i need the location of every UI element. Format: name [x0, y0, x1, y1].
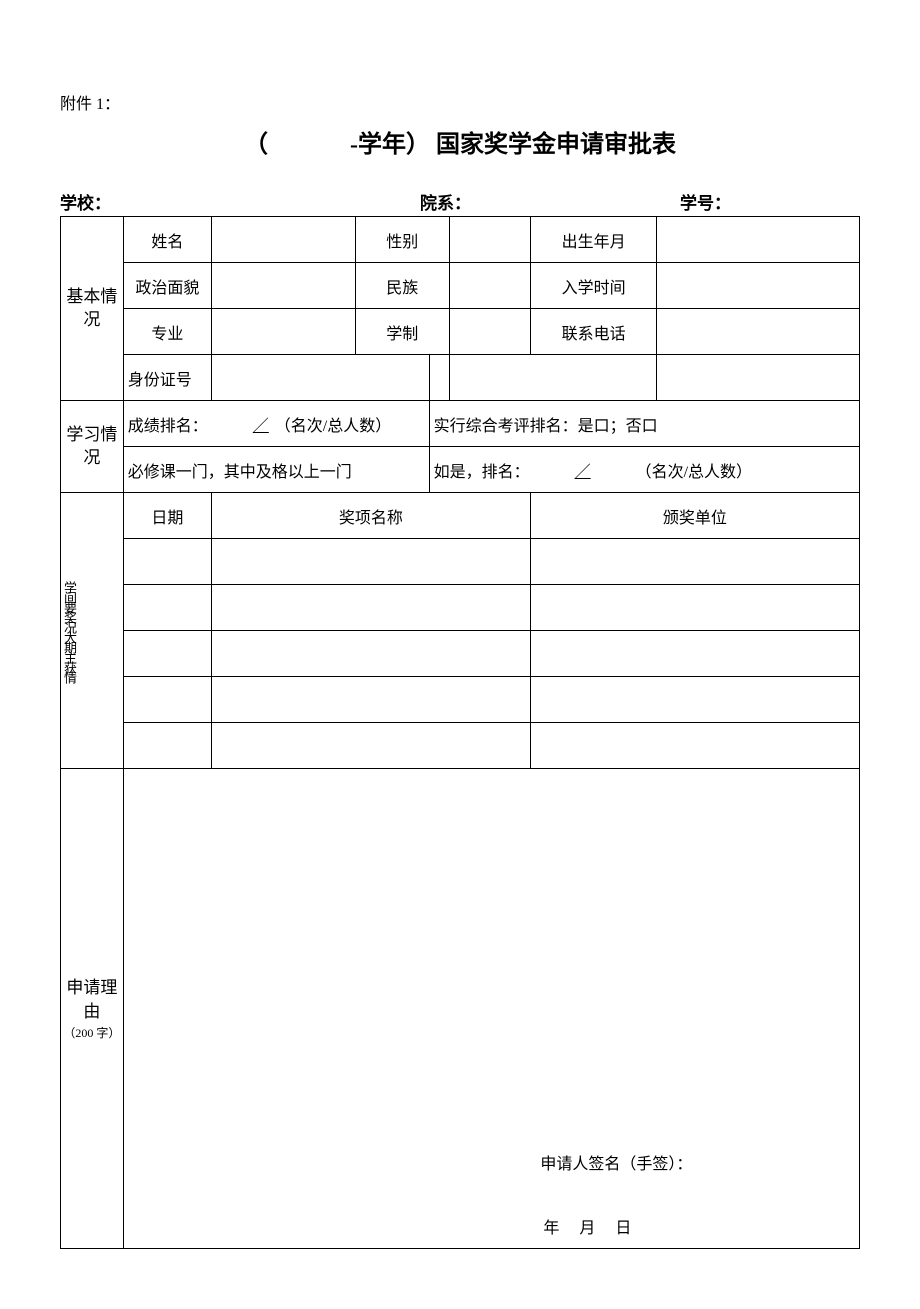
award-date-2[interactable] — [123, 585, 211, 631]
ifyes-note: （名次/总人数） — [636, 464, 752, 481]
duration-label: 学制 — [355, 309, 449, 355]
eval-cell[interactable]: 实行综合考评排名：是口；否口 — [429, 401, 859, 447]
birth-value[interactable] — [657, 217, 860, 263]
title-main: 国家奖学金申请审批表 — [436, 132, 676, 158]
signature-area: 申请人签名（手签）： 年 月 日 — [124, 1150, 859, 1238]
rank-slash: ／ — [251, 412, 271, 436]
title-prefix: （ — [244, 132, 268, 158]
page-title: （ -学年） 国家奖学金申请审批表 — [60, 124, 860, 159]
required-label: 必修课一门，其中及格以上一门 — [128, 464, 352, 481]
phone-label: 联系电话 — [530, 309, 657, 355]
award-date-3[interactable] — [123, 631, 211, 677]
idcard-value-sep[interactable] — [429, 355, 449, 401]
reason-label: 申请理由 — [61, 976, 123, 1024]
reason-section: 申请理由 （200 字） — [61, 769, 124, 1249]
major-value[interactable] — [211, 309, 355, 355]
award-date-4[interactable] — [123, 677, 211, 723]
award-org-5[interactable] — [530, 723, 859, 769]
study-section: 学习情况 — [61, 401, 124, 493]
header-id: 学号： — [680, 189, 860, 214]
signature-label: 申请人签名（手签）： — [374, 1150, 859, 1174]
award-name-3[interactable] — [211, 631, 530, 677]
date-label: 年 月 日 — [324, 1214, 859, 1238]
ifyes-cell[interactable]: 如是，排名： ／ （名次/总人数） — [429, 447, 859, 493]
name-label: 姓名 — [123, 217, 211, 263]
gender-label: 性别 — [355, 217, 449, 263]
duration-value[interactable] — [449, 309, 530, 355]
political-value[interactable] — [211, 263, 355, 309]
idcard-value-1[interactable] — [211, 355, 429, 401]
award-org-4[interactable] — [530, 677, 859, 723]
gender-value[interactable] — [449, 217, 530, 263]
reason-sublabel: （200 字） — [61, 1024, 123, 1041]
rank-note: （名次/总人数） — [275, 418, 391, 435]
ethnicity-label: 民族 — [355, 263, 449, 309]
rank-label: 成绩排名： — [128, 418, 208, 435]
award-date-5[interactable] — [123, 723, 211, 769]
eval-label: 实行综合考评排名：是口；否口 — [434, 418, 658, 435]
award-date-1[interactable] — [123, 539, 211, 585]
enrollment-value[interactable] — [657, 263, 860, 309]
attachment-label: 附件 1： — [60, 90, 860, 114]
award-org-1[interactable] — [530, 539, 859, 585]
header-row: 学校： 院系： 学号： — [60, 189, 860, 214]
award-org-header: 颁奖单位 — [530, 493, 859, 539]
award-org-3[interactable] — [530, 631, 859, 677]
header-school: 学校： — [60, 189, 420, 214]
basic-info-section: 基本情况 — [61, 217, 124, 401]
award-org-2[interactable] — [530, 585, 859, 631]
awards-section-label: 学间要奖况大期主获情 — [61, 576, 78, 686]
ifyes-slash: ／ — [573, 458, 593, 482]
ifyes-label: 如是，排名： — [434, 464, 530, 481]
award-name-4[interactable] — [211, 677, 530, 723]
ethnicity-value[interactable] — [449, 263, 530, 309]
political-label: 政治面貌 — [123, 263, 211, 309]
awards-section: 学间要奖况大期主获情 — [61, 493, 124, 769]
award-date-header: 日期 — [123, 493, 211, 539]
application-table: 基本情况 姓名 性别 出生年月 政治面貌 民族 入学时间 专业 学制 联系电话 … — [60, 216, 860, 1249]
birth-label: 出生年月 — [530, 217, 657, 263]
idcard-value-3[interactable] — [657, 355, 860, 401]
enrollment-label: 入学时间 — [530, 263, 657, 309]
idcard-value-2[interactable] — [449, 355, 657, 401]
rank-cell[interactable]: 成绩排名： ／ （名次/总人数） — [123, 401, 429, 447]
header-dept: 院系： — [420, 189, 680, 214]
idcard-label: 身份证号 — [123, 355, 211, 401]
reason-content[interactable]: 申请人签名（手签）： 年 月 日 — [123, 769, 859, 1249]
title-dash: -学年） — [350, 132, 430, 158]
name-value[interactable] — [211, 217, 355, 263]
award-name-1[interactable] — [211, 539, 530, 585]
phone-value[interactable] — [657, 309, 860, 355]
required-cell[interactable]: 必修课一门，其中及格以上一门 — [123, 447, 429, 493]
award-name-5[interactable] — [211, 723, 530, 769]
award-name-2[interactable] — [211, 585, 530, 631]
award-name-header: 奖项名称 — [211, 493, 530, 539]
major-label: 专业 — [123, 309, 211, 355]
